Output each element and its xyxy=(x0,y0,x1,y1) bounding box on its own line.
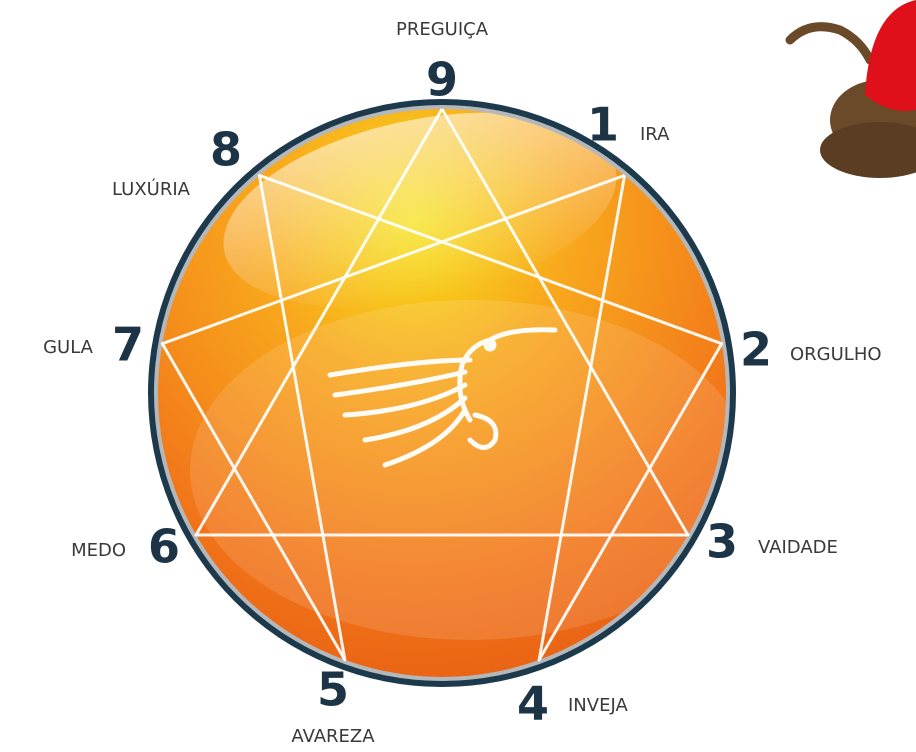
point-number: 4 xyxy=(517,677,549,731)
point-label: IRA xyxy=(640,124,670,145)
point-label: INVEJA xyxy=(568,695,628,716)
point-number: 2 xyxy=(740,323,772,377)
point-number: 1 xyxy=(587,98,619,152)
point-label: PREGUIÇA xyxy=(396,19,489,40)
point-number: 6 xyxy=(148,520,180,574)
point-number: 8 xyxy=(210,123,242,177)
point-label: MEDO xyxy=(71,540,126,561)
snake-decoration xyxy=(790,0,916,178)
point-label: AVAREZA xyxy=(291,726,375,747)
point-number: 9 xyxy=(426,53,458,107)
point-label: ORGULHO xyxy=(790,344,882,365)
point-number: 7 xyxy=(112,318,144,372)
point-label: VAIDADE xyxy=(758,537,838,558)
point-number: 3 xyxy=(706,515,738,569)
point-number: 5 xyxy=(317,663,349,717)
point-label: LUXÚRIA xyxy=(112,178,191,200)
point-label: GULA xyxy=(43,337,94,358)
enneagram-diagram: 9 PREGUIÇA 1 IRA 2 ORGULHO 3 VAIDADE 4 INVEJA 5 AVA… xyxy=(0,0,916,752)
